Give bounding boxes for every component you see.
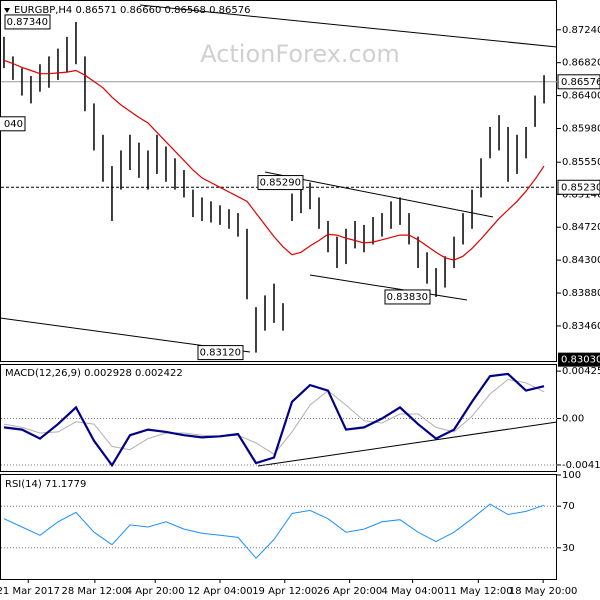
y-tick-label: 0.85550 [562,157,600,168]
x-tick-label: 26 Apr 20:00 [317,586,382,597]
price-label-text: 0.83830 [387,292,428,303]
price-label-text: 0.87340 [7,17,48,28]
x-tick-label: 19 Apr 12:00 [252,586,317,597]
price-label [197,345,244,361]
trend-line [309,274,468,301]
y-tick-label: 0.85140 [562,189,600,200]
rsi-value: 71.1779 [45,479,86,490]
y-tick-label: 0.86820 [562,58,600,69]
symbol: EURGBP,H4 [14,5,72,16]
x-tick-label: 28 Mar 12:00 [61,586,128,597]
trend-line [139,4,558,48]
trend-line [257,421,558,467]
price-tag [557,74,600,90]
rsi-header: RSI(14) 71.1779 [5,479,86,490]
x-tick-label: 18 May 20:00 [509,586,578,597]
x-tick-label: 12 Apr 04:00 [187,586,252,597]
price-label [4,14,51,30]
axis-tag-label: 0.83030 [561,355,600,366]
macd-header: MACD(12,26,9) 0.002928 0.002422 [5,368,183,379]
y-tick-label: 70 [562,501,575,512]
macd-title: MACD(12,26,9) [5,368,81,379]
symbol-icon [4,8,10,13]
moving-average [3,59,545,261]
indicator-line [3,372,545,468]
price-label-text: 0.83120 [200,348,241,359]
axis-tag [558,352,600,367]
y-tick-label: 0.86400 [562,91,600,102]
rsi-panel [0,474,557,580]
y-tick-label: 0.00 [562,414,584,425]
indicator-line [3,503,545,559]
watermark: ActionForex.com [200,40,400,68]
price-label-text: 0.85290 [260,178,301,189]
y-tick-label: 30 [562,543,575,554]
price-tag-label: 0.85230 [561,182,600,193]
y-tick-label: 0.85980 [562,124,600,135]
y-tick-label: 100 [562,470,581,481]
x-tick-label: 4 Apr 20:00 [126,586,185,597]
y-tick-label: -0.004167 [562,460,600,471]
price-panel [0,0,557,362]
price-label-text: 040 [4,119,23,130]
chart-header: EURGBP,H4 0.86571 0.86660 0.86568 0.8657… [14,5,250,16]
quote: 0.86571 0.86660 0.86568 0.86576 [75,5,250,16]
price-label [257,175,304,191]
y-tick-label: 0.84300 [562,255,600,266]
x-tick-label: 11 May 12:00 [444,586,513,597]
macd-values: 0.002928 0.002422 [84,368,183,379]
price-tag-label: 0.86576 [561,77,600,88]
y-tick-label: 0.83880 [562,288,600,299]
y-tick-label: 0.84720 [562,222,600,233]
y-tick-label: 0.00425 [562,366,600,377]
x-tick-label: 21 Mar 2017 [0,586,60,597]
price-label [384,289,431,305]
y-tick-label: 0.87240 [562,25,600,36]
y-tick-label: 0.83460 [562,321,600,332]
rsi-title: RSI(14) [5,479,42,490]
x-tick-label: 4 May 04:00 [382,586,444,597]
price-tag [557,179,600,195]
price-label [0,116,26,132]
